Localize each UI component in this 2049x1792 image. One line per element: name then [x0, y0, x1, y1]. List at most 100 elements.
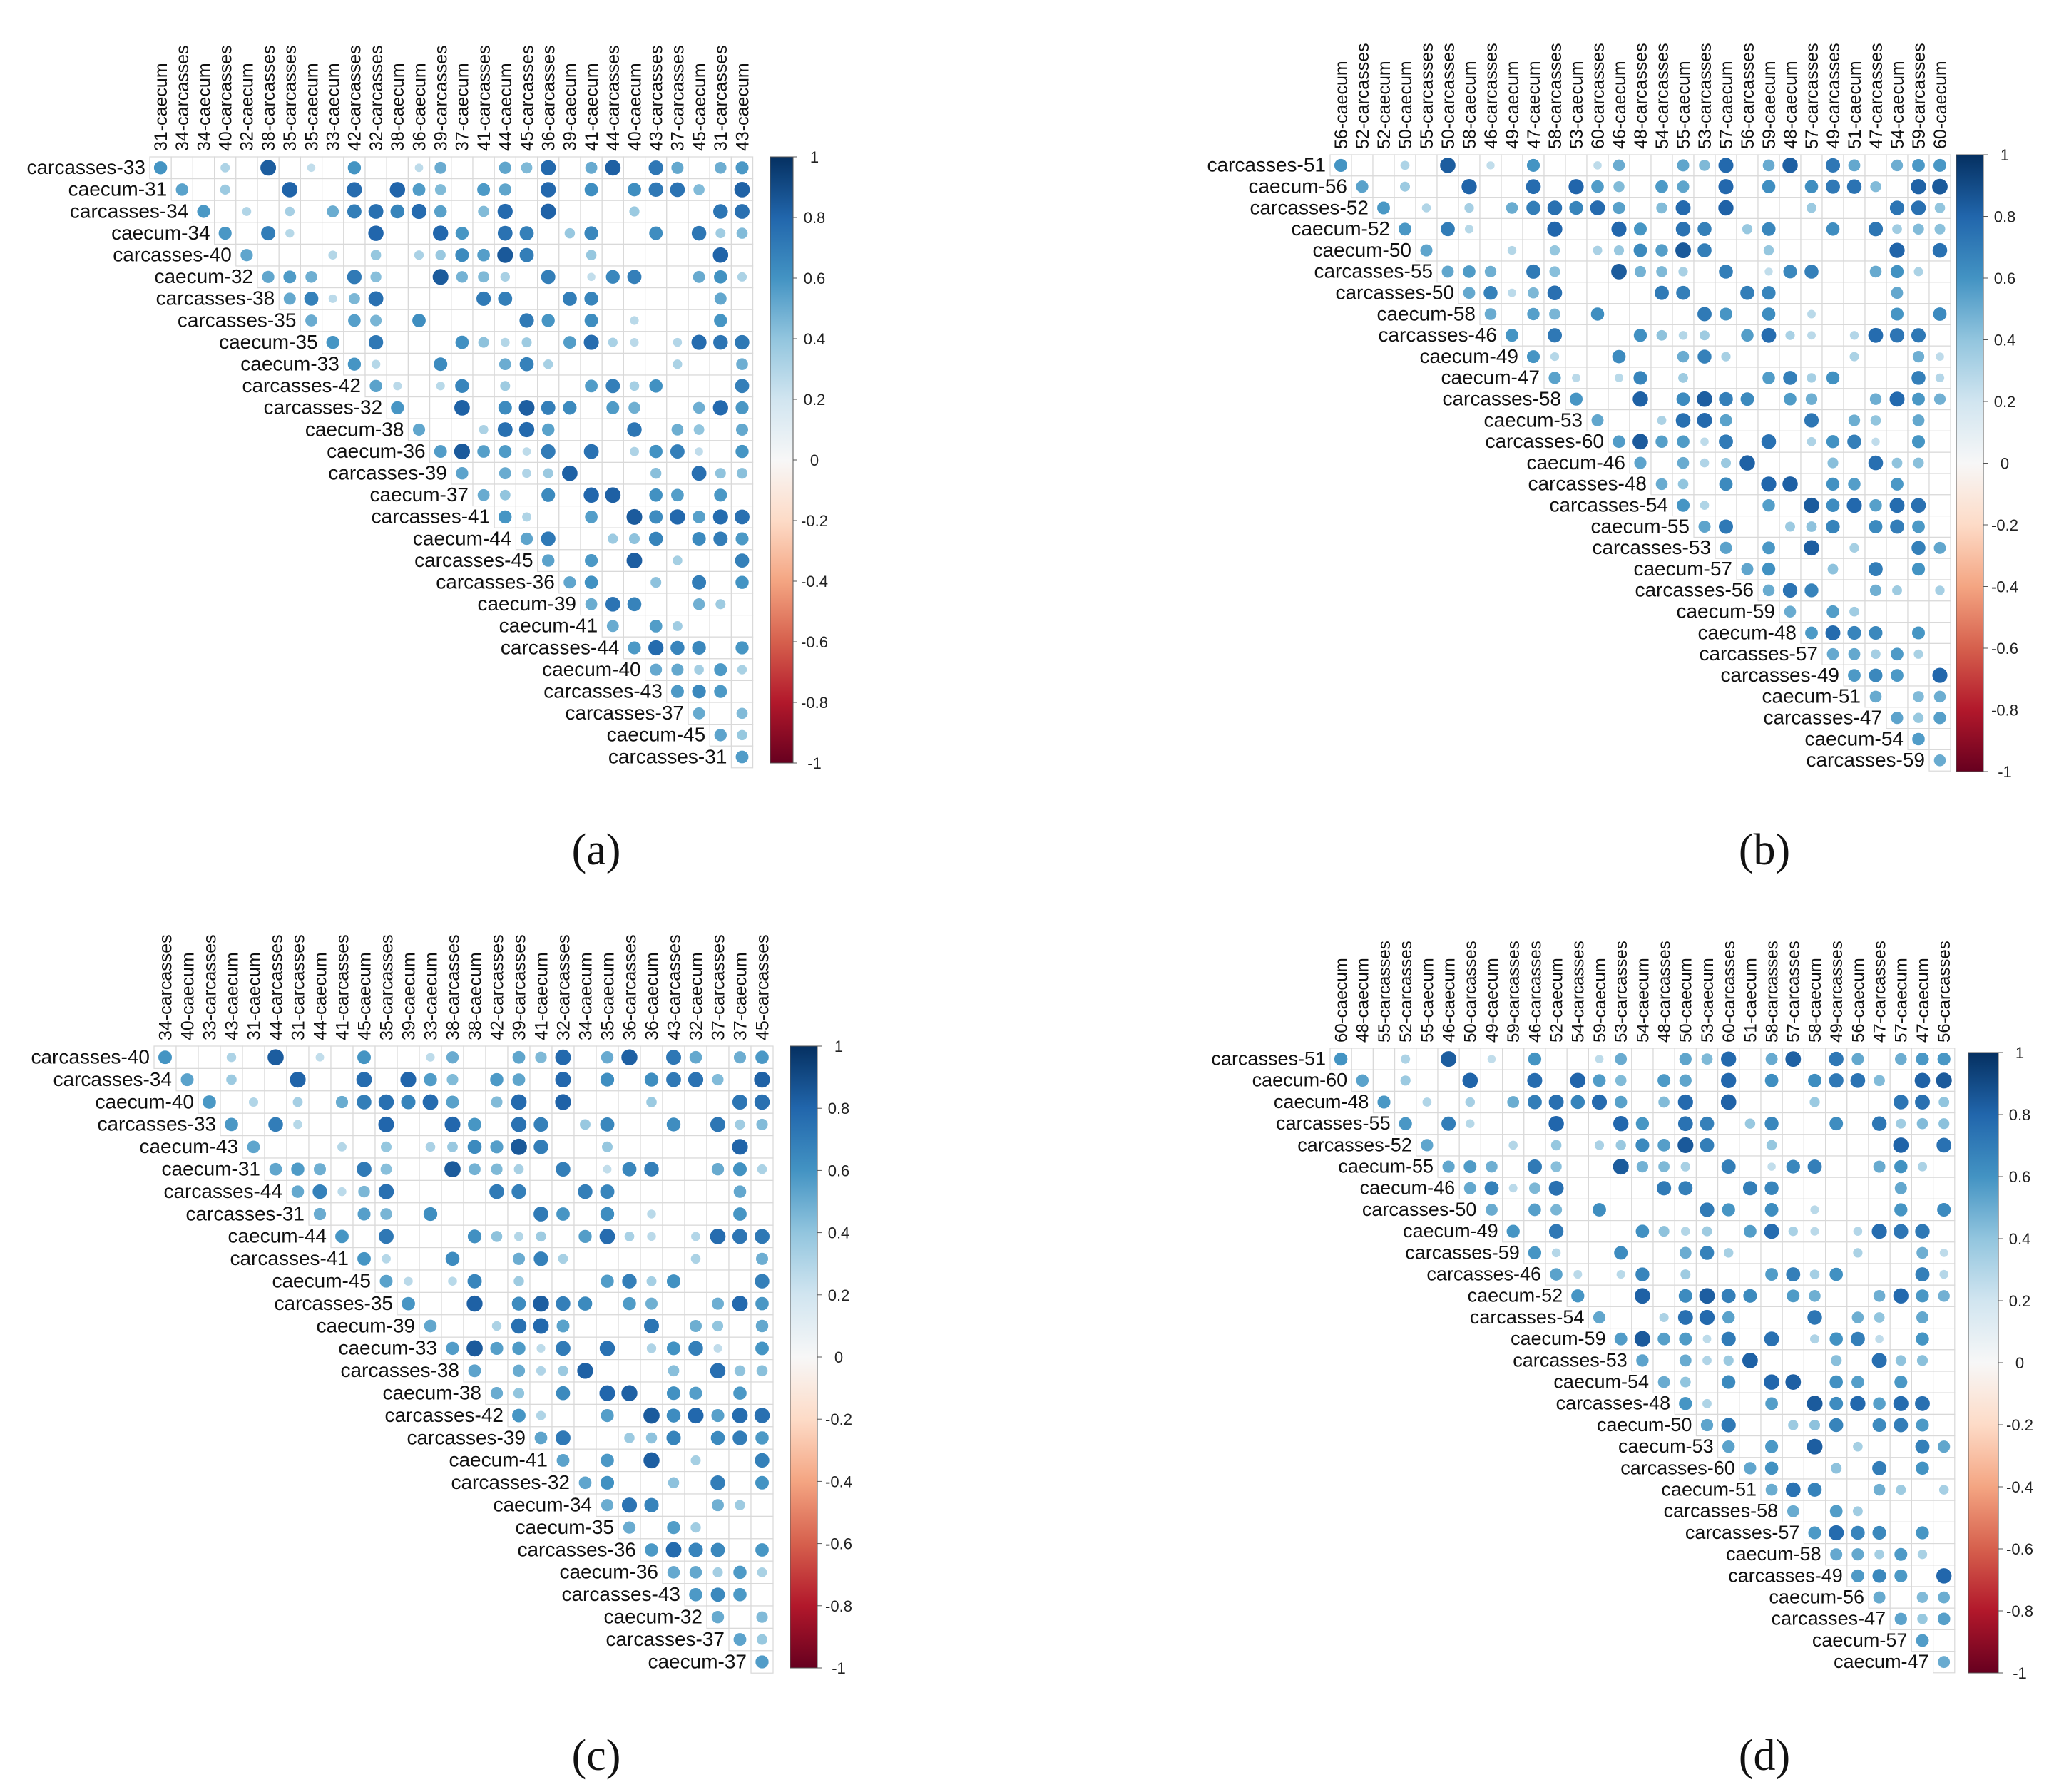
column-label: 32-caecum [686, 952, 706, 1040]
row-label: caecum-36 [559, 1561, 658, 1583]
correlation-circle [1546, 327, 1563, 344]
row-label: carcasses-58 [1442, 387, 1561, 409]
grid-cell [419, 1246, 442, 1271]
correlation-circle [648, 159, 665, 176]
correlation-circle [1631, 433, 1650, 451]
column-label: 43-carcasses [664, 934, 684, 1040]
correlation-circle [1850, 1375, 1865, 1390]
correlation-circle [1613, 1245, 1629, 1261]
grid-cell [1566, 1155, 1589, 1178]
row-label: caecum-60 [1252, 1070, 1348, 1091]
correlation-circle [607, 337, 619, 348]
correlation-circle [733, 1364, 747, 1378]
correlation-circle [714, 467, 727, 480]
correlation-circle [357, 1207, 372, 1222]
correlation-circle [1570, 372, 1582, 384]
colorbar-tick-label: -0.8 [1991, 702, 2018, 720]
grid-cell [601, 440, 625, 463]
row-label: carcasses-33 [26, 156, 145, 178]
correlation-circle [346, 203, 363, 220]
row-label: carcasses-58 [1664, 1500, 1779, 1522]
grid-cell [1846, 1134, 1869, 1157]
grid-cell [558, 483, 581, 507]
grid-cell [1760, 1090, 1783, 1114]
grid-cell [1868, 1263, 1891, 1286]
correlation-circle [1525, 263, 1542, 280]
grid-cell [1911, 1198, 1934, 1222]
grid-cell [1843, 579, 1866, 602]
correlation-circle [731, 1407, 749, 1425]
grid-cell [1889, 1435, 1912, 1458]
grid-cell [1907, 473, 1930, 496]
correlation-circle [1889, 391, 1906, 408]
correlation-circle [667, 1364, 680, 1378]
correlation-circle [1829, 1266, 1844, 1282]
correlation-circle [600, 1050, 615, 1065]
column-label: 55-caecum [1674, 61, 1694, 149]
grid-cell [1631, 1241, 1654, 1264]
grid-cell [1889, 1327, 1912, 1351]
grid-cell [1886, 345, 1909, 368]
correlation-circle [1912, 456, 1925, 469]
correlation-circle [1483, 1180, 1500, 1197]
grid-cell [1907, 579, 1930, 602]
correlation-circle [1762, 370, 1776, 385]
correlation-circle [1614, 1052, 1628, 1066]
correlation-circle [498, 357, 512, 372]
grid-cell [644, 549, 668, 572]
correlation-circle [754, 1273, 770, 1290]
correlation-circle [1717, 157, 1734, 174]
correlation-circle [1915, 1525, 1930, 1540]
correlation-circle [1355, 1073, 1370, 1088]
grid-cell [1588, 1112, 1611, 1135]
correlation-circle [1804, 625, 1819, 640]
column-label: 38-carcasses [259, 45, 279, 151]
grid-cell [1372, 1048, 1396, 1070]
correlation-circle [403, 1276, 414, 1287]
correlation-circle [1849, 351, 1860, 362]
correlation-circle [496, 421, 513, 439]
grid-cell [558, 156, 581, 180]
correlation-circle [422, 1206, 439, 1222]
correlation-circle [1527, 1245, 1543, 1261]
correlation-circle [626, 182, 643, 198]
grid-cell [601, 505, 625, 528]
grid-cell [662, 1493, 685, 1517]
correlation-circle [1717, 434, 1734, 450]
correlation-circle [691, 531, 707, 547]
correlation-circle [605, 378, 621, 394]
grid-cell [1846, 1478, 1869, 1501]
colorbar-tick-label: 0.2 [1994, 393, 2016, 411]
correlation-circle [1548, 265, 1561, 278]
correlation-circle [1938, 1269, 1950, 1280]
correlation-circle [554, 1093, 572, 1111]
row-label: carcasses-51 [1207, 154, 1326, 176]
correlation-circle [304, 313, 319, 328]
correlation-circle [622, 1296, 637, 1311]
grid-cell [640, 1045, 663, 1069]
correlation-circle [604, 159, 622, 177]
correlation-circle [753, 1228, 771, 1245]
correlation-circle [1741, 222, 1754, 235]
correlation-circle [1655, 434, 1669, 449]
correlation-circle [754, 1452, 770, 1469]
grid-cell [1889, 1306, 1912, 1329]
grid-cell [709, 461, 732, 485]
grid-cell [1928, 515, 1951, 538]
grid-cell [1610, 1177, 1632, 1199]
grid-cell [1608, 303, 1630, 326]
grid-cell [1610, 1198, 1632, 1222]
correlation-circle [1874, 1548, 1886, 1560]
correlation-circle [598, 1227, 616, 1245]
correlation-circle [489, 1386, 504, 1401]
correlation-circle [690, 1521, 702, 1534]
correlation-circle [1867, 561, 1884, 578]
grid-cell [1889, 1586, 1912, 1609]
correlation-circle [1868, 518, 1884, 535]
correlation-circle [688, 1386, 703, 1401]
correlation-circle [303, 290, 320, 307]
correlation-circle [1889, 497, 1906, 514]
correlation-circle [715, 227, 727, 240]
correlation-circle [369, 314, 383, 327]
correlation-circle [554, 1048, 572, 1066]
